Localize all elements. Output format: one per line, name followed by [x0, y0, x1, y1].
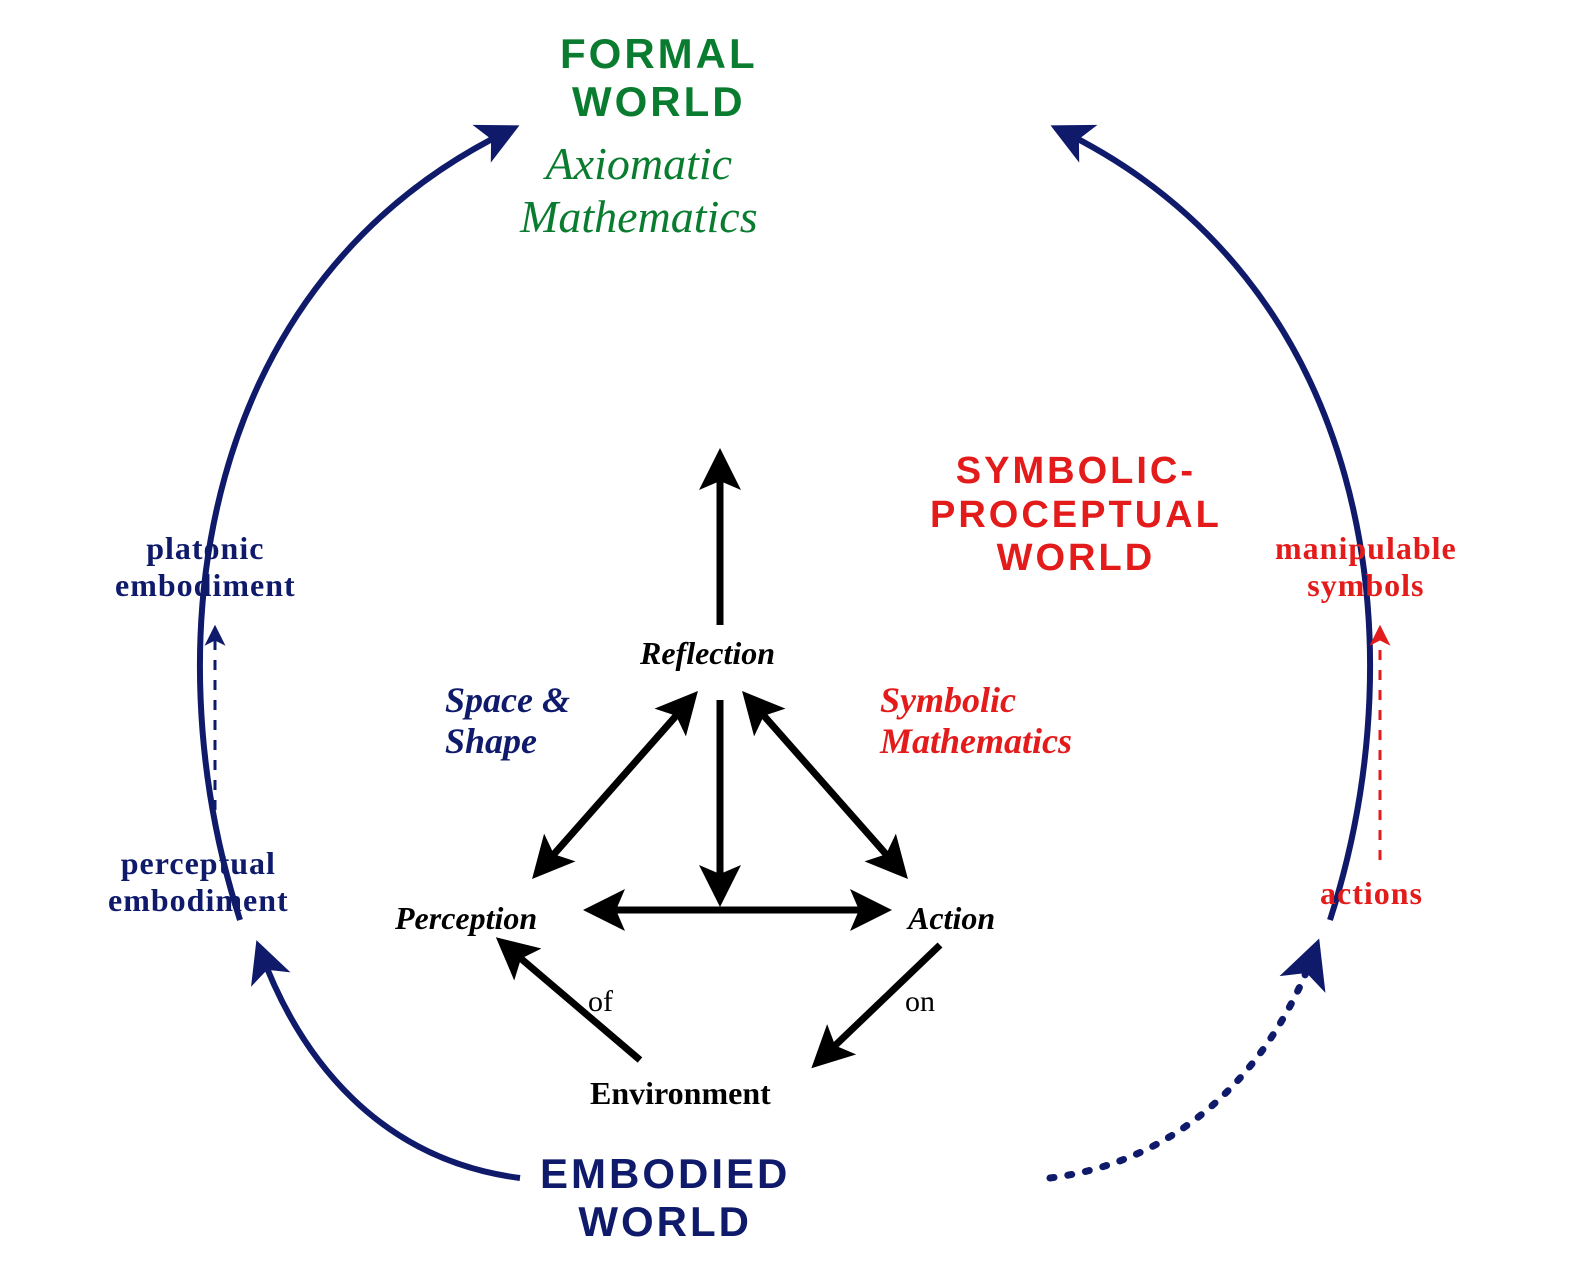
arrow-env-to-perception: [505, 945, 640, 1060]
formal-world-title: FORMAL WORLD: [560, 30, 758, 127]
perceptual-embodiment-label: perceptual embodiment: [108, 845, 289, 919]
embodied-world-title: EMBODIED WORLD: [540, 1150, 790, 1247]
environment-label: Environment: [590, 1075, 771, 1112]
symbolic-math-label: Symbolic Mathematics: [880, 680, 1072, 763]
arc-bottom-right: [1050, 950, 1315, 1178]
on-label: on: [905, 985, 935, 1020]
arc-top-left: [200, 130, 510, 920]
platonic-embodiment-label: platonic embodiment: [115, 530, 296, 604]
space-shape-label: Space & Shape: [445, 680, 570, 763]
symbolic-world-title: SYMBOLIC- PROCEPTUAL WORLD: [930, 450, 1222, 581]
diagram-svg: [0, 0, 1578, 1280]
arc-bottom-left: [260, 950, 520, 1178]
actions-label: actions: [1320, 875, 1423, 912]
perception-label: Perception: [395, 900, 537, 937]
of-label: of: [588, 985, 613, 1020]
action-label: Action: [908, 900, 995, 937]
formal-world-subtitle: Axiomatic Mathematics: [520, 138, 758, 244]
arrow-refl-to-action: [750, 700, 900, 870]
reflection-label: Reflection: [640, 635, 775, 672]
manipulable-symbols-label: manipulable symbols: [1275, 530, 1457, 604]
